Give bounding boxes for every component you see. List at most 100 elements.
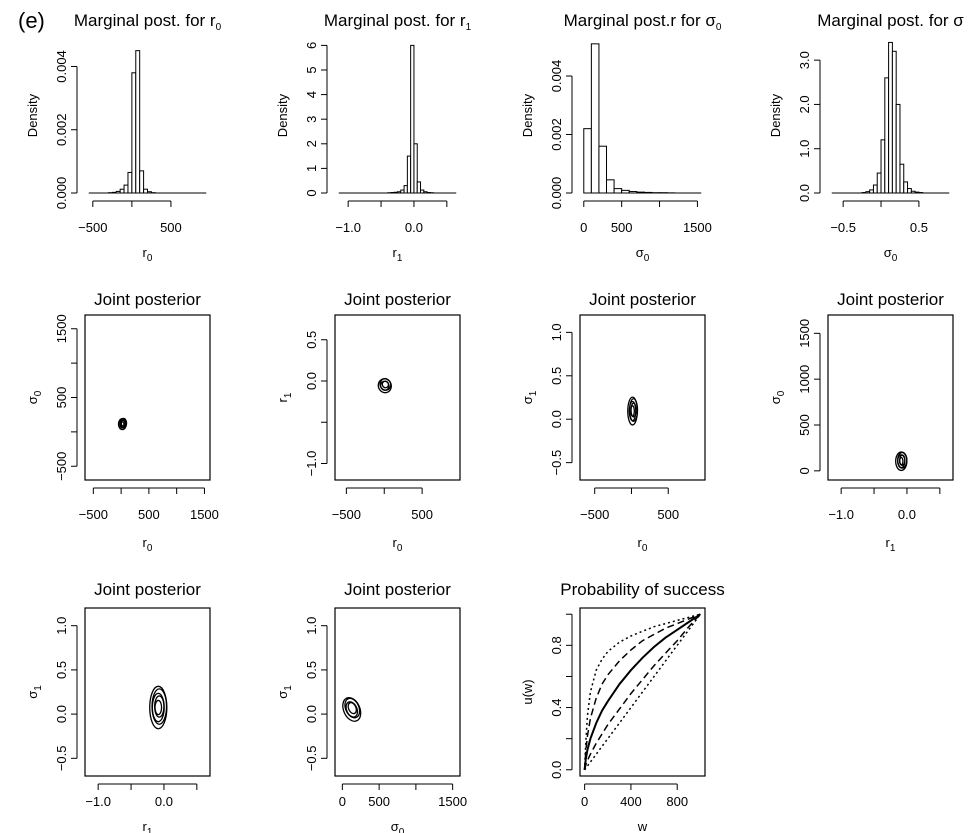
x-tick-label: 1500: [683, 220, 712, 235]
x-tick-label: −500: [332, 507, 361, 522]
histogram-bar: [127, 171, 133, 194]
y-tick-label: 2.0: [797, 95, 812, 113]
curve-dotted: [584, 613, 702, 771]
histogram-bar: [876, 172, 882, 194]
x-tick-label: 500: [411, 507, 433, 522]
panel-joint_r0_s1: Joint posterior −0.5 0.0 0.5 1.0 −500 500 r0 σ1: [520, 290, 706, 554]
plot-frame: [827, 314, 954, 481]
histogram-bar: [891, 50, 897, 194]
x-tick-label: −500: [79, 507, 108, 522]
histogram-bar: [123, 184, 129, 194]
x-tick-label: 500: [657, 507, 679, 522]
y-tick-label: −500: [54, 452, 69, 481]
y-axis-label: σ0: [768, 390, 787, 404]
x-axis-label: σ0: [636, 245, 650, 264]
histogram-bar: [907, 188, 912, 194]
x-axis-label: r0: [638, 535, 648, 554]
plot-frame: [334, 607, 461, 777]
panel-hist_r0: Marginal post. for r0 0.000 0.002 0.004 −500…: [25, 11, 222, 264]
y-tick-label: 1.0: [304, 617, 319, 635]
panel-label: (e): [18, 8, 45, 33]
y-axis-label: u(w): [520, 679, 535, 704]
y-tick-label: 0.8: [549, 636, 564, 654]
panel-title: Joint posterior: [589, 290, 696, 309]
y-axis-label: Density: [25, 93, 40, 137]
x-tick-label: 800: [666, 794, 688, 809]
x-tick-label: −0.5: [830, 220, 856, 235]
histogram-bar: [111, 191, 117, 194]
histogram-bar: [880, 139, 886, 194]
x-tick-label: 1500: [438, 794, 467, 809]
x-tick-label: −1.0: [85, 794, 111, 809]
histogram-bar: [865, 191, 871, 194]
y-tick-label: 0.4: [549, 699, 564, 717]
y-tick-label: 0.0: [549, 410, 564, 428]
y-tick-label: 0.002: [54, 113, 69, 146]
histogram-bar: [636, 191, 645, 194]
histogram-bar: [872, 184, 878, 194]
y-tick-label: 0.004: [549, 60, 564, 93]
x-tick-label: 500: [368, 794, 390, 809]
y-tick-label: 0: [304, 189, 319, 196]
panel-joint_r1_s0: Joint posterior 0 500 1000 1500 −1.0 0.0r1 σ0: [768, 290, 954, 554]
plot-frame: [579, 314, 706, 481]
histogram-bar: [914, 191, 920, 194]
plot-frame: [84, 314, 211, 481]
x-tick-label: −1.0: [828, 507, 854, 522]
panel-title: Joint posterior: [94, 290, 201, 309]
y-tick-label: 1.0: [54, 617, 69, 635]
x-tick-label: −1.0: [335, 220, 361, 235]
panel-hist_s1: Marginal post. for σ 0.0 1.0 2.0 3.0 −0.5 0.5 σ…: [768, 11, 964, 264]
y-tick-label: 1.0: [549, 323, 564, 341]
y-axis-label: Density: [275, 93, 290, 137]
histogram-bar: [613, 188, 623, 194]
x-axis-label: r1: [393, 245, 403, 264]
histogram-bar: [899, 163, 905, 194]
plot-frame: [84, 607, 211, 777]
x-tick-label: 0: [339, 794, 346, 809]
panel-title: Joint posterior: [344, 290, 451, 309]
panel-hist_s0: Marginal post.r for σ0 0.000 0.002 0.004 0 50…: [520, 11, 722, 264]
x-tick-label: 500: [138, 507, 160, 522]
y-tick-label: 500: [54, 387, 69, 409]
y-tick-label: 0.0: [549, 761, 564, 779]
histogram-bar: [115, 190, 121, 194]
y-tick-label: 0.000: [54, 177, 69, 210]
x-tick-label: 0: [581, 794, 588, 809]
plot-frame: [334, 314, 461, 481]
panel-prob_success: Probability of success 0.0 0.4 0.8 0 400 800 w u…: [520, 580, 725, 833]
panel-title: Joint posterior: [344, 580, 451, 599]
histogram-bar: [884, 77, 890, 194]
panel-hist_r1: Marginal post. for r1 0 1 2 3 4 5 6 −1.0 0.0r1 Den…: [275, 11, 472, 264]
x-axis-label: r0: [143, 245, 153, 264]
y-tick-label: 0.000: [549, 177, 564, 210]
y-tick-label: 0.5: [549, 367, 564, 385]
histogram-bar: [143, 188, 148, 194]
y-tick-label: 0.0: [54, 705, 69, 723]
histogram-bar: [606, 179, 615, 194]
histogram-bar: [147, 191, 152, 194]
histogram-bar: [628, 191, 638, 194]
histogram-bar: [139, 170, 145, 194]
y-tick-label: 1.0: [797, 140, 812, 158]
x-axis-label: r0: [393, 535, 403, 554]
contour-line: [347, 701, 357, 715]
curve-dashed: [583, 613, 701, 770]
y-tick-label: 1500: [54, 314, 69, 343]
contour-line: [154, 699, 163, 716]
histogram-bar: [621, 189, 630, 194]
histogram-bar: [869, 189, 874, 194]
x-tick-label: 1500: [190, 507, 219, 522]
y-tick-label: 1500: [797, 319, 812, 348]
y-tick-label: 6: [304, 42, 319, 49]
histogram-bar: [590, 43, 600, 194]
y-tick-label: 1000: [797, 365, 812, 394]
curve-dashed: [583, 613, 701, 770]
x-axis-label: r1: [143, 819, 153, 833]
y-tick-label: −0.5: [54, 745, 69, 771]
y-tick-label: 0.0: [797, 184, 812, 202]
y-axis-label: σ1: [275, 685, 294, 699]
y-tick-label: −1.0: [304, 451, 319, 477]
y-tick-label: 3.0: [797, 51, 812, 69]
